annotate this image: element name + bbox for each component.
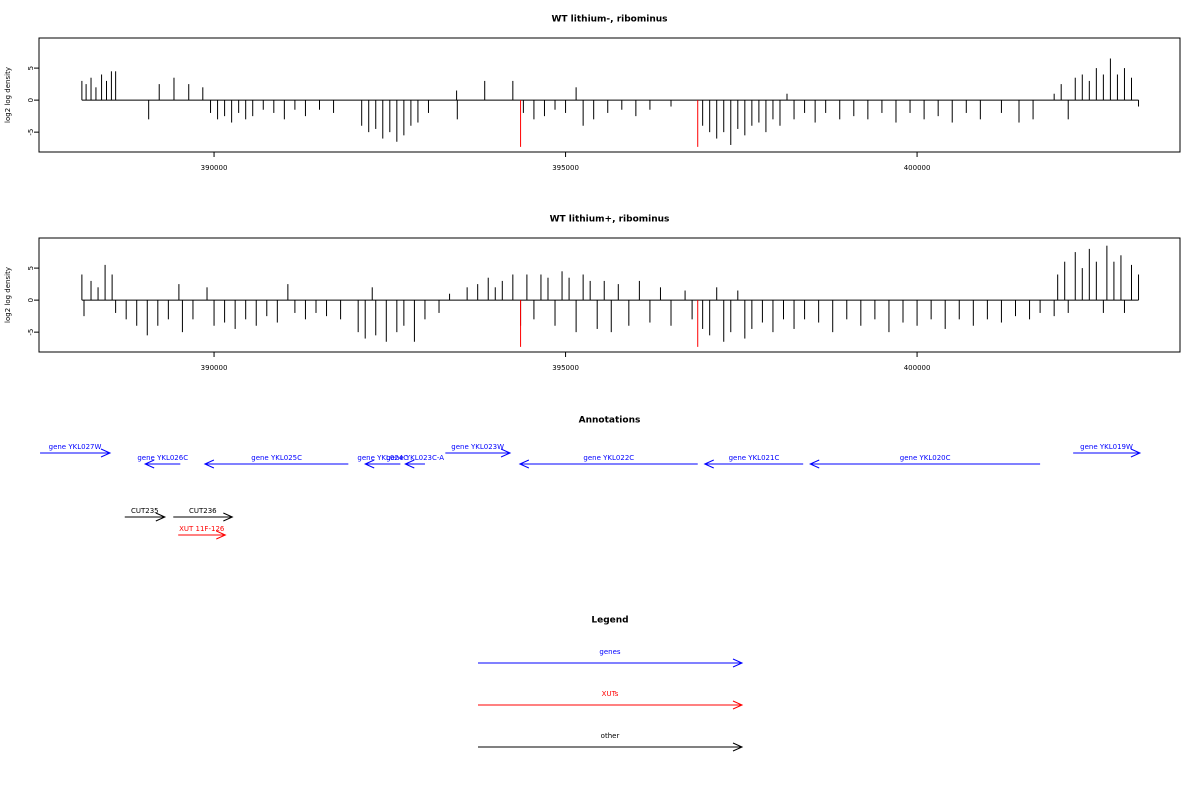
arrow-head [100,448,112,458]
y-tick-label: 5 [27,66,35,70]
feature-arrow [363,459,401,469]
y-tick-label: -5 [27,329,35,336]
arrow-head [203,459,215,469]
chart-title: WT lithium+, ribominus [550,215,670,225]
x-tick-label: 390000 [201,164,228,172]
arrow-head [732,700,744,710]
x-tick-label: 390000 [201,364,228,372]
chart-title: WT lithium-, ribominus [551,15,667,25]
feature-arrow [124,512,167,522]
feature-arrow [404,459,425,469]
arrow-head [363,459,375,469]
x-tick-label: 400000 [904,164,931,172]
x-tick-label: 395000 [552,164,579,172]
x-tick-label: 395000 [552,364,579,372]
feature-arrow [40,448,112,458]
legend-label: genes [599,648,620,656]
feature-arrow [445,448,512,458]
feature-label: gene YKL024C [357,454,408,462]
arrow-head [808,459,820,469]
y-tick-label: -5 [27,129,35,136]
arrow-head [732,658,744,668]
y-tick-label: 0 [27,298,35,302]
arrow-head [143,459,155,469]
plot-frame [38,37,1181,153]
feature-label: gene YKL020C [900,454,951,462]
arrow-head [155,512,167,522]
feature-arrow [1073,448,1142,458]
feature-label: gene YKL019W [1080,443,1133,451]
arrow-head [732,742,744,752]
feature-label: gene YKL022C [583,454,634,462]
feature-label: CUT235 [131,507,159,515]
legend-title: Legend [591,616,628,626]
arrow-head [1130,448,1142,458]
arrow-head [223,512,234,522]
plot-frame [38,237,1181,353]
feature-label: gene YKL021C [729,454,780,462]
arrow-head [518,459,530,469]
y-tick-label: 5 [27,266,35,270]
legend-label: other [601,732,620,740]
feature-label: XUT 11F-126 [179,525,225,533]
y-tick-label: 0 [27,98,35,102]
feature-arrow [203,459,349,469]
arrow-head [703,459,714,469]
feature-arrow [703,459,804,469]
legend-label: XUTs [602,690,619,698]
legend-arrow [478,658,744,668]
feature-arrow [173,512,234,522]
legend-arrow [478,700,744,710]
arrow-head [404,459,415,469]
feature-arrow [518,459,698,469]
feature-label: gene YKL025C [251,454,302,462]
arrow-head [216,530,227,540]
feature-label: CUT236 [189,507,217,515]
arrow-head [500,448,512,458]
feature-arrow [808,459,1041,469]
feature-label: gene YKL027W [49,443,102,451]
legend-arrow [478,742,744,752]
feature-label: gene YKL023C-A [386,454,444,462]
y-axis-label: log2 log density [4,67,12,123]
annotations-title: Annotations [579,416,641,426]
feature-arrow [143,459,181,469]
x-tick-label: 400000 [904,364,931,372]
feature-label: gene YKL023W [451,443,504,451]
y-axis-label: log2 log density [4,267,12,323]
feature-label: gene YKL026C [137,454,188,462]
feature-arrow [178,530,227,540]
